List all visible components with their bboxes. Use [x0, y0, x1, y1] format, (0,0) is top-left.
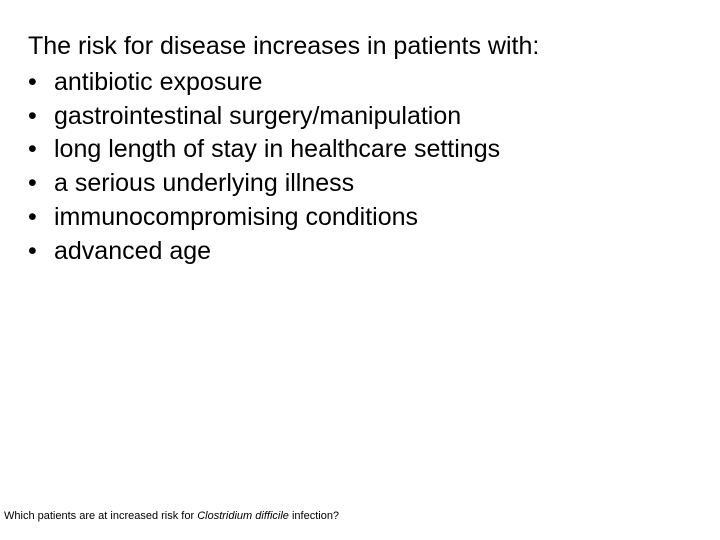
bullet-list: • antibiotic exposure • gastrointestinal… — [28, 66, 692, 269]
bullet-icon: • — [28, 100, 54, 134]
list-item: • antibiotic exposure — [28, 66, 692, 100]
slide-heading: The risk for disease increases in patien… — [28, 30, 692, 64]
list-item: • a serious underlying illness — [28, 167, 692, 201]
bullet-icon: • — [28, 133, 54, 167]
bullet-icon: • — [28, 235, 54, 269]
bullet-text: gastrointestinal surgery/manipulation — [54, 100, 461, 134]
bullet-icon: • — [28, 66, 54, 100]
bullet-text: a serious underlying illness — [54, 167, 354, 201]
bullet-text: long length of stay in healthcare settin… — [54, 133, 500, 167]
list-item: • gastrointestinal surgery/manipulation — [28, 100, 692, 134]
slide-content: The risk for disease increases in patien… — [28, 30, 692, 268]
footer-suffix: infection? — [289, 510, 339, 522]
bullet-icon: • — [28, 201, 54, 235]
list-item: • long length of stay in healthcare sett… — [28, 133, 692, 167]
footer-italic: Clostridium difficile — [197, 510, 289, 522]
bullet-text: immunocompromising conditions — [54, 201, 418, 235]
slide-container: The risk for disease increases in patien… — [0, 0, 720, 540]
list-item: • advanced age — [28, 235, 692, 269]
list-item: • immunocompromising conditions — [28, 201, 692, 235]
slide-footer: Which patients are at increased risk for… — [4, 510, 339, 522]
bullet-text: advanced age — [54, 235, 211, 269]
footer-prefix: Which patients are at increased risk for — [4, 510, 197, 522]
bullet-icon: • — [28, 167, 54, 201]
bullet-text: antibiotic exposure — [54, 66, 262, 100]
